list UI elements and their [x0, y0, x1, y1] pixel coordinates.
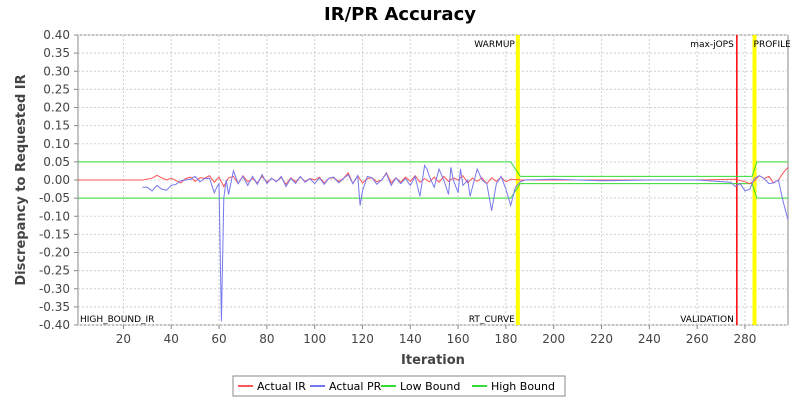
y-tick-label: -0.35 — [39, 300, 70, 314]
x-tick-label: 100 — [303, 332, 326, 346]
legend-label: Actual IR — [257, 380, 306, 393]
y-tick-label: 0.35 — [43, 46, 70, 60]
x-tick-label: 220 — [590, 332, 613, 346]
y-tick-label: -0.40 — [39, 318, 70, 332]
series-line-actual-ir — [78, 166, 789, 188]
series-line-low-bound — [78, 183, 788, 199]
y-tick-label: 0.05 — [43, 155, 70, 169]
y-axis-title: Discrepancy to Requested IR — [14, 74, 29, 285]
legend-box — [232, 375, 566, 397]
y-tick-label: 0.25 — [43, 82, 70, 96]
x-tick-label: 180 — [494, 332, 517, 346]
x-tick-label: 80 — [259, 332, 274, 346]
y-tick-label: 0.15 — [43, 119, 70, 133]
y-tick-label: 0.40 — [43, 28, 70, 42]
x-tick-label: 160 — [447, 332, 470, 346]
legend-label: High Bound — [491, 380, 555, 393]
legend-label: Actual PR — [329, 380, 382, 393]
chart-title: IR/PR Accuracy — [324, 4, 476, 25]
x-axis-title: Iteration — [401, 353, 465, 368]
phase-marker-bottom-label: RT_CURVE — [469, 315, 515, 325]
phase-marker-top-label: WARMUP — [474, 40, 515, 50]
x-tick-label: 120 — [351, 332, 374, 346]
y-axis-ticks: 0.40 0.35 0.30 0.25 0.20 0.15 0.10 0.05 0.00 -0.0… — [39, 28, 78, 332]
series-lines — [78, 161, 789, 322]
series-line-high-bound — [78, 161, 788, 177]
legend-label: Low Bound — [400, 380, 460, 393]
y-tick-label: -0.05 — [39, 191, 70, 205]
phase-marker-bottom-label: VALIDATION — [680, 315, 734, 325]
phase-marker-bottom-label: HIGH_BOUND_IR — [80, 315, 154, 325]
x-tick-label: 200 — [542, 332, 565, 346]
phase-marker-top-label: PROFILE — [754, 40, 792, 50]
x-tick-label: 140 — [399, 332, 422, 346]
y-tick-label: -0.20 — [39, 246, 70, 260]
x-tick-label: 40 — [164, 332, 179, 346]
x-tick-label: 60 — [211, 332, 226, 346]
series-line-actual-pr — [142, 164, 789, 322]
y-tick-label: -0.15 — [39, 227, 70, 241]
x-tick-label: 240 — [638, 332, 661, 346]
y-tick-label: 0.30 — [43, 64, 70, 78]
y-tick-label: 0.10 — [43, 137, 70, 151]
x-tick-label: 280 — [734, 332, 757, 346]
phase-marker-top-label: max-jOPS — [690, 40, 734, 50]
y-tick-label: -0.10 — [39, 209, 70, 223]
x-axis-ticks: 20 40 60 80 100 120 140 160 180 200 220 240 260 280 — [116, 325, 757, 346]
legend: Actual IR Actual PR Low Bound High Bound — [238, 380, 555, 393]
y-tick-label: -0.25 — [39, 264, 70, 278]
y-tick-label: 0.20 — [43, 101, 70, 115]
y-tick-label: 0.00 — [43, 173, 70, 187]
x-tick-label: 260 — [686, 332, 709, 346]
y-tick-label: -0.30 — [39, 282, 70, 296]
x-tick-label: 20 — [116, 332, 131, 346]
